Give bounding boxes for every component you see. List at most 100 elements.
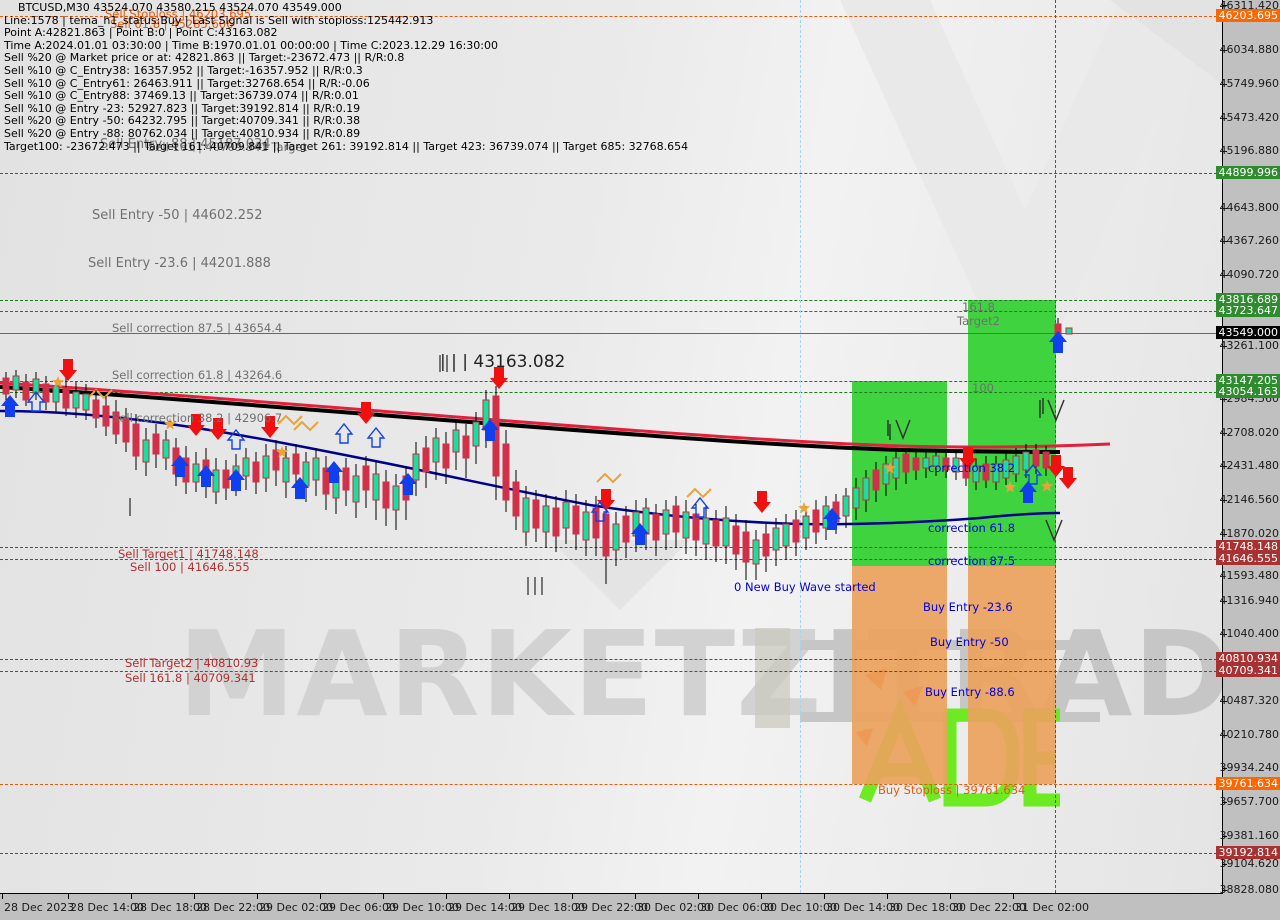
- annot-sell-target2: Sell Target2 | 40810.93: [125, 656, 259, 670]
- chart-plot-area[interactable]: MARKETZITRADE: [0, 0, 1223, 894]
- level-line-44899: [0, 173, 1222, 174]
- signal-arrows: [1, 331, 1077, 545]
- annot-sell-correction-382: Sell correction 38.2 | 42906.7: [112, 411, 283, 425]
- buy-zone-orange-2: [968, 566, 1056, 784]
- buy-zone-orange-1: [852, 566, 947, 784]
- level-line-43723: [0, 311, 1222, 312]
- annot-sell-161-target: Sell 161 | 40709.841 Target: [148, 140, 307, 154]
- annot-target2: Target2: [957, 314, 1000, 328]
- y-tick-label: 41870.020: [1219, 527, 1280, 540]
- y-tick-label: 43261.100: [1219, 339, 1280, 352]
- x-tick-label: 29 Dec 14:00: [448, 901, 522, 914]
- y-badge-43054: 43054.163: [1215, 385, 1280, 398]
- annot-correction-875: correction 87.5: [928, 554, 1016, 568]
- annot-new-buy-wave: 0 New Buy Wave started: [734, 580, 876, 594]
- info-line-2: Point A:42821.863 | Point B:0 | Point C:…: [4, 26, 278, 40]
- y-tick-label: 39657.700: [1219, 795, 1280, 808]
- time-axis[interactable]: 28 Dec 2023 28 Dec 14:00 28 Dec 18:00 28…: [0, 894, 1280, 920]
- level-line-sell-stoploss: [0, 16, 1222, 17]
- annot-sell-correction-618: Sell correction 61.8 | 43264.6: [112, 368, 283, 382]
- chart-info-block: BTCUSD,M30 43524.070 43580.215 43524.070…: [4, 1, 688, 153]
- x-tick-label: 28 Dec 18:00: [133, 901, 207, 914]
- x-tick-label: 30 Dec 22:00: [952, 901, 1026, 914]
- y-badge-sell-1618: 40709.341: [1215, 664, 1280, 677]
- x-tick-label: 30 Dec 14:00: [826, 901, 900, 914]
- y-badge-sell-100: 41646.555: [1215, 552, 1280, 565]
- x-tick-label: 30 Dec 02:00: [637, 901, 711, 914]
- info-line-1: Line:1578 | tema_h1_status:Buy | Last Si…: [4, 13, 434, 27]
- y-badge-43816: 43816.689: [1215, 293, 1280, 306]
- info-line-10: Sell %20 @ Entry -88: 80762.034 || Targe…: [4, 126, 361, 140]
- y-tick-label: 42146.560: [1219, 493, 1280, 506]
- level-line-buy-stoploss: [0, 784, 1222, 785]
- x-tick-label: 29 Dec 22:00: [574, 901, 648, 914]
- y-badge-43723: 43723.647: [1215, 304, 1280, 317]
- y-tick-label: 39934.240: [1219, 761, 1280, 774]
- annot-100: 100: [972, 381, 994, 395]
- moving-average-curves: [0, 381, 1111, 526]
- annot-sell-entry-88: Sell Entry -88 | 45187.034: [100, 137, 271, 152]
- level-line-sell-target2: [0, 659, 1222, 660]
- info-line-5: Sell %10 @ C_Entry38: 16357.952 || Targe…: [4, 63, 363, 77]
- level-line-last-price: [0, 333, 1222, 334]
- y-tick-label: 39104.620: [1219, 857, 1280, 870]
- y-badge-sell-target2: 40810.934: [1215, 652, 1280, 665]
- y-tick-label: 44367.260: [1219, 234, 1280, 247]
- y-tick-label: 42431.480: [1219, 459, 1280, 472]
- annot-buy-entry-886: Buy Entry -88.6: [925, 685, 1015, 699]
- y-tick-label: 46034.880: [1219, 43, 1280, 56]
- annot-sell-100: Sell 100 | 41646.555: [130, 560, 250, 574]
- annot-sell-1618: Sell 161.8 | 40709.341: [125, 671, 256, 685]
- x-tick-label: 29 Dec 10:00: [385, 901, 459, 914]
- y-tick-label: 41040.400: [1219, 627, 1280, 640]
- info-line-7: Sell %10 @ C_Entry88: 37469.13 || Target…: [4, 89, 359, 103]
- x-tick-label: 28 Dec 2023: [4, 901, 75, 914]
- level-line-sell-100: [0, 559, 1222, 560]
- watermark-bar: [755, 628, 790, 728]
- x-tick-label: 30 Dec 10:00: [763, 901, 837, 914]
- info-line-8: Sell %10 @ Entry -23: 52927.823 || Targe…: [4, 101, 361, 115]
- level-line-target261: [0, 853, 1222, 854]
- info-line-9: Sell %20 @ Entry -50: 64232.795 || Targe…: [4, 114, 361, 128]
- y-tick-label: 41316.940: [1219, 594, 1280, 607]
- info-symbol-line: BTCUSD,M30 43524.070 43580.215 43524.070…: [18, 1, 342, 14]
- annot-buy-entry-50: Buy Entry -50: [930, 635, 1009, 649]
- annot-sell-entry-50: Sell Entry -50 | 44602.252: [92, 208, 263, 223]
- x-tick-label: 29 Dec 18:00: [511, 901, 585, 914]
- level-line-sell-target1: [0, 547, 1222, 548]
- annot-sell-correction-875: Sell correction 87.5 | 43654.4: [112, 321, 283, 335]
- y-tick-label: 46311.420: [1219, 0, 1280, 12]
- y-tick-label: 42708.020: [1219, 426, 1280, 439]
- y-tick-label: 45473.420: [1219, 111, 1280, 124]
- candlestick-series: [2, 318, 1073, 595]
- watermark-bar: [800, 640, 1100, 650]
- level-line-43816: [0, 300, 1222, 301]
- y-tick-label: 38828.080: [1219, 883, 1280, 896]
- x-tick-label: 29 Dec 02:00: [259, 901, 333, 914]
- x-tick-label: 29 Dec 06:00: [322, 901, 396, 914]
- x-tick-label: 28 Dec 14:00: [70, 901, 144, 914]
- info-line-3: Time A:2024.01.01 03:30:00 | Time B:1970…: [4, 38, 498, 52]
- info-line-4: Sell %20 @ Market price or at: 42821.863…: [4, 51, 405, 65]
- annot-sell-stoploss: Sell Stoploss | 46203.695: [105, 7, 252, 21]
- y-tick-label: 45749.960: [1219, 77, 1280, 90]
- annot-buy-entry-236: Buy Entry -23.6: [923, 600, 1013, 614]
- x-tick-label: 31 Dec 02:00: [1015, 901, 1089, 914]
- price-axis[interactable]: 46311.420 46034.880 45749.960 45473.420 …: [1215, 0, 1280, 896]
- y-badge-43147: 43147.205: [1215, 374, 1280, 387]
- y-badge-last-price: 43549.000: [1215, 326, 1280, 339]
- y-badge-target261: 39192.814: [1215, 846, 1280, 859]
- buy-zone-green-2: [968, 300, 1056, 566]
- annot-buy-stoploss: Buy Stoploss | 39761.634: [878, 783, 1026, 797]
- annot-sell-target1: Sell Target1 | 41748.148: [118, 547, 259, 561]
- y-badge-sell-target1: 41748.148: [1215, 540, 1280, 553]
- y-tick-label: 39381.160: [1219, 829, 1280, 842]
- y-tick-label: 40210.780: [1219, 728, 1280, 741]
- annot-1618: 161.8: [962, 300, 995, 314]
- x-tick-label: 30 Dec 18:00: [889, 901, 963, 914]
- y-tick-label: 44090.720: [1219, 268, 1280, 281]
- annot-correction-618: correction 61.8: [928, 521, 1016, 535]
- level-line-sell-1618: [0, 671, 1222, 672]
- x-tick-label: 30 Dec 06:00: [700, 901, 774, 914]
